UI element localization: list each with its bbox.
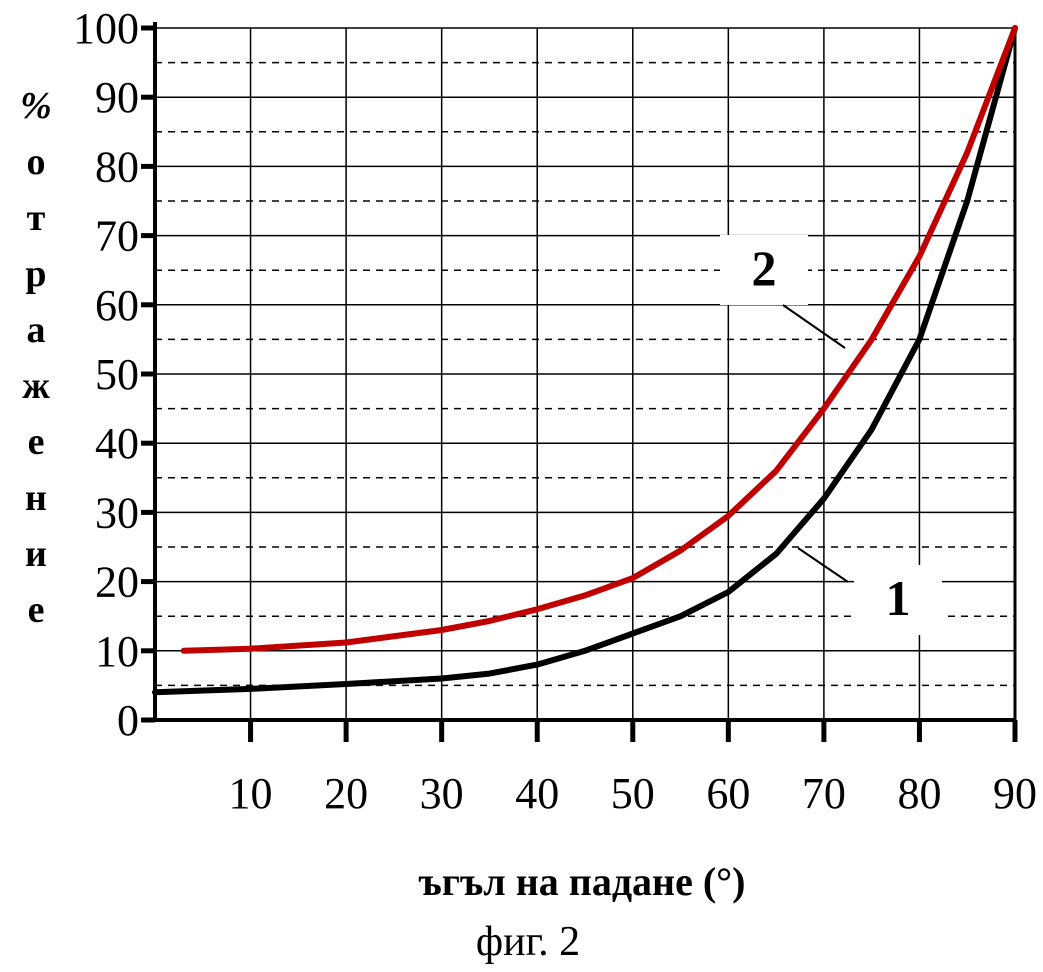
y-axis-label-letter: е <box>28 589 45 631</box>
series-tag-bg <box>854 565 942 635</box>
y-tick-labels: 0 10 20 30 40 50 60 70 80 90 100 <box>73 4 139 745</box>
y-axis-label-letter: е <box>28 421 45 463</box>
y-axis-label-letter: ж <box>22 365 50 407</box>
x-tick-label: 50 <box>611 769 655 818</box>
series-tag-leader <box>782 304 846 349</box>
x-tick-label: 90 <box>993 769 1037 818</box>
x-tick-label: 10 <box>229 769 273 818</box>
y-tick-label: 10 <box>95 627 139 676</box>
x-tick-label: 70 <box>802 769 846 818</box>
y-tick-label: 50 <box>95 350 139 399</box>
y-axis-label-letter: т <box>27 197 46 239</box>
x-axis-label: ъгъл на падане (°) <box>418 859 745 904</box>
y-axis-label-letter: а <box>27 309 46 351</box>
x-tick-label: 30 <box>420 769 464 818</box>
series-line-1 <box>152 25 1018 696</box>
x-tick-label: 40 <box>515 769 559 818</box>
x-tick-label: 60 <box>706 769 750 818</box>
x-tick-label: 80 <box>897 769 941 818</box>
y-tick-label: 20 <box>95 558 139 607</box>
series-tag-1: 1 <box>886 570 911 626</box>
y-tick-label: 60 <box>95 281 139 330</box>
y-tick-label: 100 <box>73 4 139 53</box>
y-axis-label-letter: о <box>27 141 46 183</box>
y-tick-label: 30 <box>95 488 139 537</box>
y-tick-label: 0 <box>117 696 139 745</box>
axes <box>141 22 1018 742</box>
y-tick-label: 40 <box>95 419 139 468</box>
y-axis-label-letter: и <box>25 533 47 575</box>
x-tick-labels: 10 20 30 40 50 60 70 80 90 <box>229 769 1037 818</box>
series-lines <box>152 25 1018 696</box>
series-tag-2: 2 <box>752 240 777 296</box>
y-axis-label-letter: н <box>25 477 47 519</box>
grid <box>155 27 1015 720</box>
series-tag-leader <box>797 547 849 583</box>
y-axis-label-letter: р <box>25 253 46 295</box>
y-tick-label: 90 <box>95 73 139 122</box>
y-tick-label: 70 <box>95 212 139 261</box>
x-tick-label: 20 <box>324 769 368 818</box>
figure-caption: фиг. 2 <box>476 919 580 965</box>
series-tags: 12 <box>720 235 942 635</box>
y-axis-label-letter: % <box>20 85 52 127</box>
series-tag-bg <box>720 235 808 305</box>
y-tick-label: 80 <box>95 142 139 191</box>
series-line-2 <box>180 25 1018 654</box>
